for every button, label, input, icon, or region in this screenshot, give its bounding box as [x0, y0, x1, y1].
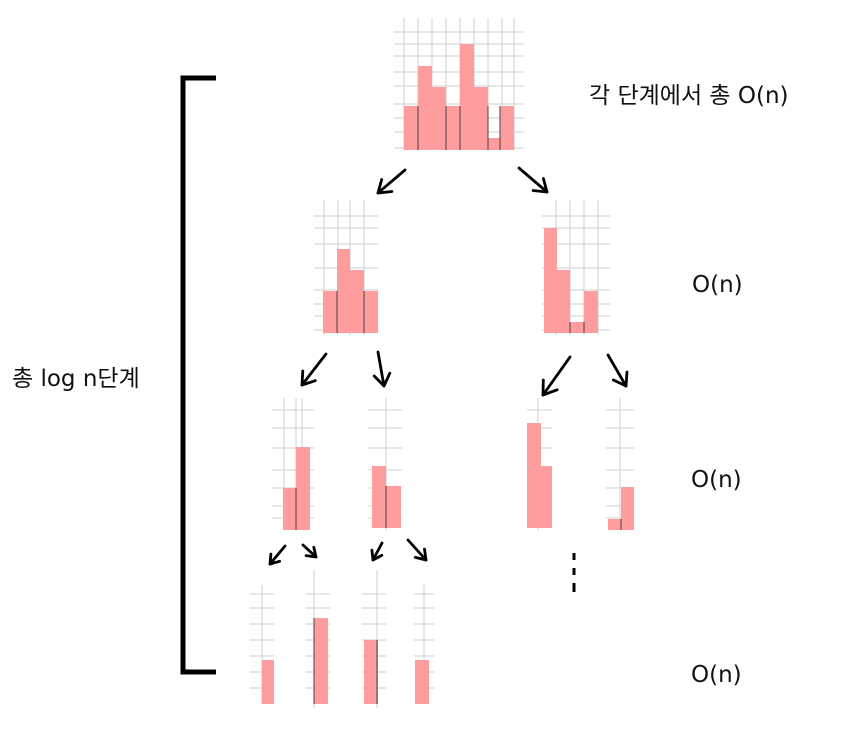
- arrow-l2-b2: [406, 538, 428, 562]
- bars-l3-d: [415, 660, 429, 704]
- bars-l1-right: [544, 228, 598, 333]
- level-1-cost-label: O(n): [692, 272, 743, 298]
- per-level-cost-label: 각 단계에서 총 O(n): [589, 83, 789, 109]
- bars-l2-a: [283, 447, 310, 530]
- level-2-cost-label: O(n): [691, 467, 742, 493]
- levels-bracket: [180, 75, 216, 675]
- grid-l2-d: [606, 398, 634, 530]
- bars-root: [404, 44, 514, 150]
- arrow-root-left: [376, 168, 407, 195]
- level-3-cost-label: O(n): [691, 662, 742, 688]
- total-levels-label: 총 log n단계: [12, 366, 140, 392]
- arrow-l2-b1: [370, 541, 384, 562]
- histogram-grids: [250, 18, 634, 708]
- bars-l2-c: [527, 423, 552, 528]
- arrow-l1-right-a: [541, 355, 572, 397]
- arrow-l2-a2: [301, 543, 318, 559]
- histogram-bars: [262, 44, 634, 704]
- bars-l3-b: [313, 618, 328, 704]
- arrow-root-right: [517, 166, 549, 194]
- bars-l3-a: [262, 660, 274, 704]
- arrow-l1-left-a: [300, 352, 328, 387]
- bars-l2-d: [608, 487, 634, 530]
- arrow-l2-a1: [268, 544, 287, 566]
- bars-l1-left: [323, 249, 378, 333]
- bars-l3-c: [364, 640, 378, 704]
- arrow-l1-left-b: [372, 350, 392, 388]
- arrow-l1-right-b: [606, 353, 629, 388]
- split-arrows: [268, 166, 629, 566]
- bars-l2-b: [372, 466, 401, 528]
